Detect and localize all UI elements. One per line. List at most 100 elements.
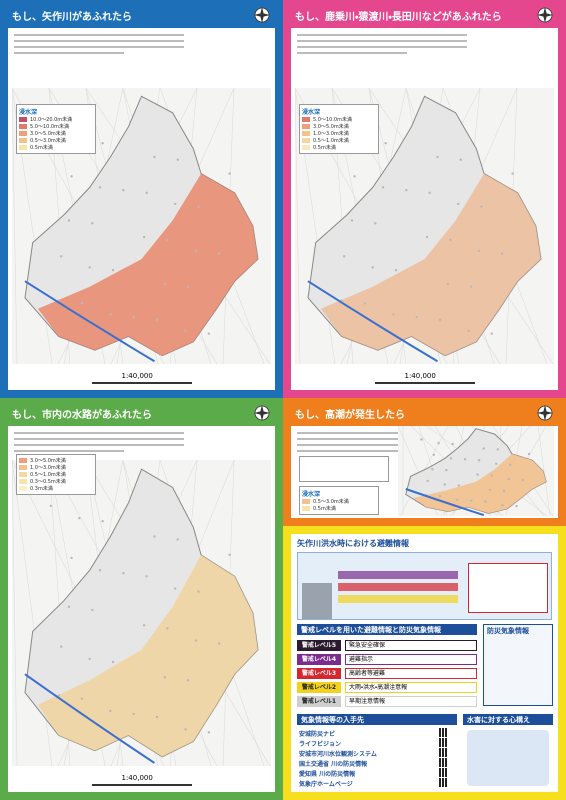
weather-box: [483, 624, 553, 706]
qr-code: [439, 778, 448, 787]
legend-row: 3.0〜5.0m未満: [19, 457, 93, 464]
evacuation-diagram: [297, 552, 552, 620]
map-detail: [527, 452, 531, 456]
map-detail: [350, 219, 354, 222]
legend-label: 0.3m未満: [30, 486, 53, 492]
map-detail: [173, 587, 177, 590]
map-detail: [207, 731, 211, 734]
map-detail: [194, 639, 198, 642]
legend-label: 3.0〜5.0m未満: [30, 131, 66, 137]
map-detail: [415, 315, 418, 319]
map-detail: [197, 590, 200, 593]
legend-label: 0.5〜3.0m未満: [313, 499, 349, 505]
description-line: [14, 52, 124, 54]
map-detail: [405, 188, 408, 192]
legend-row: 5.0〜10.0m未満: [19, 123, 93, 130]
qr-code: [439, 738, 448, 747]
water-level-band: [338, 583, 458, 591]
map-detail: [501, 504, 504, 507]
map-detail: [122, 572, 125, 575]
river: [24, 673, 156, 764]
map-detail: [166, 627, 169, 630]
source-name: ライフビジョン: [299, 741, 342, 748]
map-detail: [521, 478, 524, 482]
panel-body: 浸水深 5.0〜10.0m未満 3.0〜5.0m未満 1.0〜3.0m未満 0.5〜1.…: [291, 28, 558, 390]
map-detail: [166, 238, 169, 241]
map-detail: [194, 249, 198, 253]
panel: もし、鹿乗川・猿渡川・長田川などがあふれたら 浸水深 5.0〜10.0m未満 3.0〜…: [283, 0, 566, 398]
legend: 浸水深 0.5〜3.0m未満 0.5m未満: [299, 486, 379, 515]
legend-swatch: [302, 138, 310, 143]
legend-title: 浸水深: [302, 491, 321, 498]
map-detail: [381, 186, 385, 189]
legend-label: 0.3〜0.5m未満: [30, 479, 66, 485]
panel: もし、市内の水路があふれたら 3.0〜5.0m未満 1.0〜3.0m未満 0.5〜1.…: [0, 398, 283, 800]
compass: [254, 405, 270, 421]
map-detail: [70, 556, 73, 560]
compass-needle: [254, 405, 270, 421]
map-detail: [98, 568, 102, 572]
map-detail: [509, 463, 512, 466]
legend-swatch: [19, 138, 27, 143]
legend-row: 3.0〜5.0m未満: [19, 130, 93, 137]
level-action: 高齢者等避難: [345, 668, 477, 679]
legend-row: 0.3〜0.5m未満: [19, 478, 93, 485]
flood-area: [37, 173, 259, 356]
map-detail: [449, 238, 452, 241]
map-detail: [456, 202, 460, 206]
level-badge: 警戒レベル1: [297, 696, 341, 707]
map-detail: [207, 332, 211, 335]
scale-bar: [91, 784, 192, 786]
legend-title: 浸水深: [302, 109, 321, 116]
description-line: [14, 438, 184, 440]
legend-row: 5.0〜10.0m未満: [302, 116, 376, 123]
map-detail: [132, 712, 135, 716]
qr-code: [439, 748, 448, 757]
water-level-band: [338, 571, 458, 579]
map-detail: [122, 188, 125, 192]
panel-title: もし、矢作川があふれたら: [12, 12, 132, 23]
map-detail: [451, 442, 454, 446]
description-line: [297, 40, 467, 42]
map-detail: [431, 468, 434, 471]
section-title: 防災気象情報: [487, 627, 529, 635]
map: [12, 460, 271, 766]
map-detail: [470, 499, 473, 502]
map-detail: [101, 520, 104, 523]
map-detail: [80, 697, 84, 700]
map-detail: [109, 709, 112, 713]
map-detail: [67, 219, 71, 222]
description-line: [14, 46, 184, 48]
map-detail: [111, 660, 115, 664]
map-detail: [173, 202, 177, 206]
legend-row: 0.5〜1.0m未満: [19, 471, 93, 478]
scale: 1:40,000: [404, 372, 436, 380]
map-detail: [109, 313, 112, 316]
legend-row: 1.0〜3.0m未満: [19, 464, 93, 471]
map-detail: [438, 318, 442, 322]
level-badge: 警戒レベル5: [297, 640, 341, 651]
compass: [537, 405, 553, 421]
map-detail: [482, 447, 485, 450]
map-detail: [374, 222, 377, 225]
map-detail: [218, 642, 221, 645]
river: [405, 488, 485, 516]
legend-label: 0.5〜1.0m未満: [30, 472, 66, 478]
map-detail: [163, 676, 167, 679]
legend-label: 5.0〜10.0m未満: [30, 124, 69, 130]
map-detail: [88, 266, 91, 269]
road: [12, 460, 18, 766]
legend-label: 1.0〜3.0m未満: [30, 465, 66, 471]
map-detail: [70, 175, 73, 178]
compass-needle: [254, 7, 270, 23]
map-detail: [425, 235, 429, 239]
river-section: [302, 583, 332, 619]
map-detail: [428, 191, 431, 195]
scale: 1:40,000: [121, 372, 153, 380]
description-line: [297, 438, 467, 440]
legend-swatch: [19, 472, 27, 477]
map-detail: [443, 483, 446, 486]
legend: 3.0〜5.0m未満 1.0〜3.0m未満 0.5〜1.0m未満 0.3〜0.5m未満…: [16, 454, 96, 495]
panel-body: 3.0〜5.0m未満 1.0〜3.0m未満 0.5〜1.0m未満 0.3〜0.5m未満…: [8, 426, 275, 792]
map-detail: [488, 488, 492, 492]
